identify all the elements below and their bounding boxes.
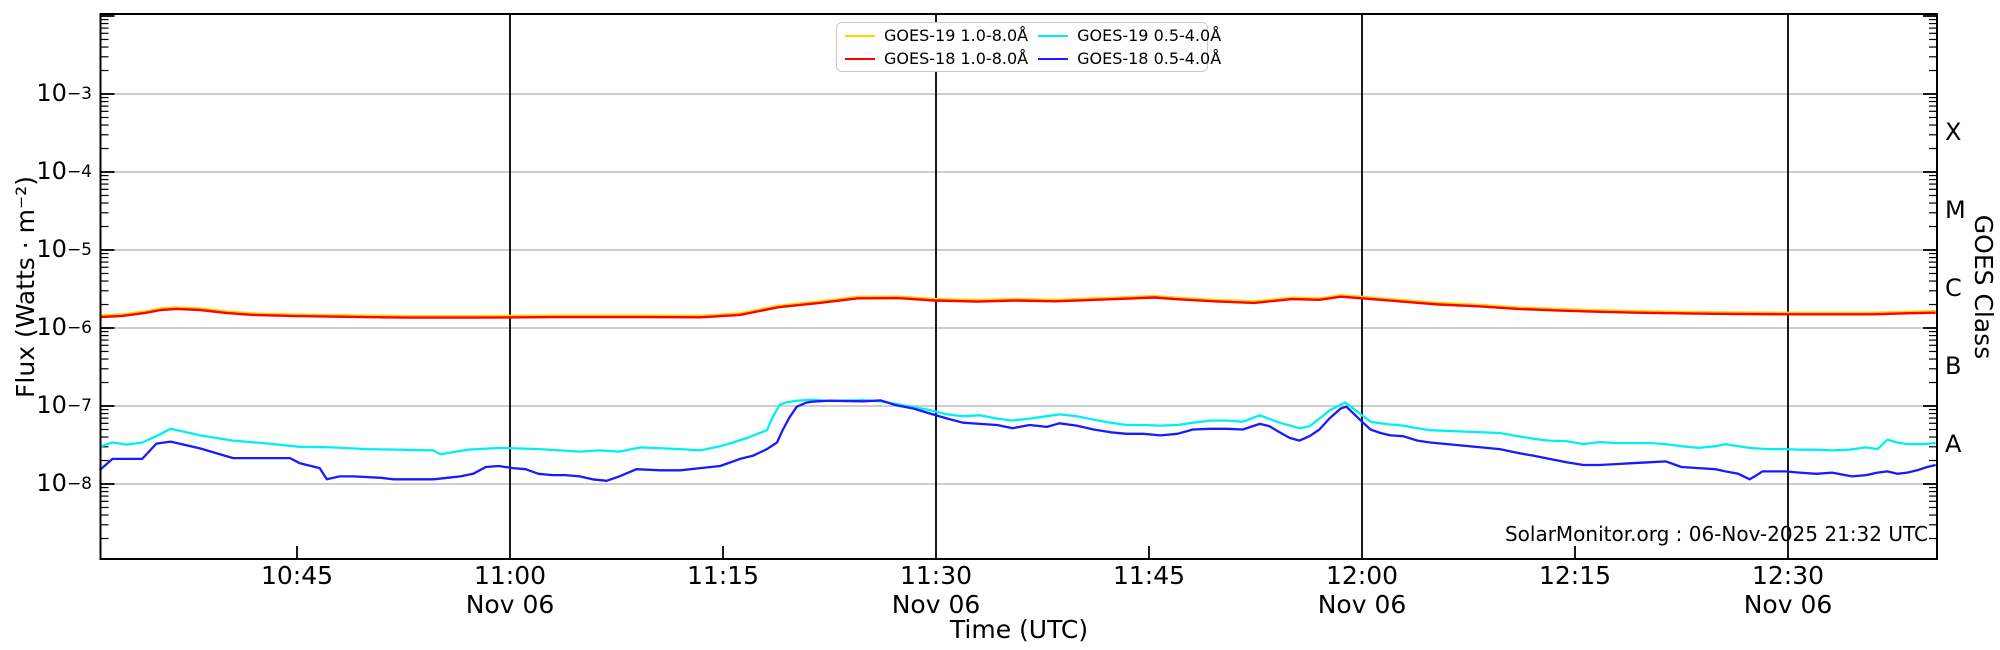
- x-tick-label: 11:00: [473, 561, 547, 590]
- goes-class-label: X: [1945, 118, 1962, 147]
- series-goes18-long: [99, 295, 1936, 319]
- goes-class-label: A: [1945, 430, 1962, 459]
- goes-class-label: C: [1945, 274, 1962, 303]
- x-tick-label: 12:00: [1325, 561, 1399, 590]
- legend-item: GOES-18 1.0-8.0Å: [845, 49, 1028, 68]
- legend-item-label: GOES-19 0.5-4.0Å: [1077, 26, 1222, 45]
- legend-item: GOES-19 1.0-8.0Å: [845, 26, 1028, 45]
- legend-line-swatch-goes18-short: [1038, 57, 1069, 60]
- x-tick-label: 11:30: [899, 561, 973, 590]
- x-tick-label: 12:30: [1751, 561, 1825, 590]
- y-tick-label: 10 −4: [36, 157, 92, 186]
- y-tick-label: 10 −5: [36, 235, 92, 264]
- series-goes18-short: [98, 399, 1936, 482]
- series-goes19-long: [99, 294, 1936, 318]
- x-tick-label: 11:15: [686, 561, 760, 590]
- credit-watermark: SolarMonitor.org : 06-Nov-2025 21:32 UTC: [1504, 522, 1928, 546]
- y-tick-label: 10 −8: [36, 469, 92, 498]
- plot-frame: [99, 13, 1938, 560]
- x-axis-title: Time (UTC): [949, 615, 1089, 644]
- legend-line-swatch-goes18-long: [845, 57, 875, 60]
- legend-line-swatch-goes19-long: [845, 34, 875, 37]
- goes-class-label: B: [1945, 352, 1962, 381]
- y-tick-label: 10 −7: [36, 391, 92, 420]
- x-tick-date-label: Nov 06: [1317, 590, 1407, 619]
- legend-item-label: GOES-18 1.0-8.0Å: [884, 49, 1029, 68]
- legend-item: GOES-18 0.5-4.0Å: [1038, 49, 1221, 68]
- x-tick-label: 10:45: [260, 561, 334, 590]
- x-tick-date-label: Nov 06: [891, 590, 981, 619]
- x-tick-label: 11:45: [1112, 561, 1186, 590]
- y-tick-label: 10 −6: [36, 313, 92, 342]
- legend-item-label: GOES-19 1.0-8.0Å: [884, 26, 1029, 45]
- goes-class-label: M: [1945, 196, 1966, 225]
- x-tick-label: 12:15: [1538, 561, 1612, 590]
- right-axis-title: GOES Class: [1969, 214, 1999, 360]
- series-goes19-short: [99, 398, 1936, 456]
- x-tick-date-label: Nov 06: [465, 590, 555, 619]
- y-axis-title: Flux (Watts · m⁻²): [10, 176, 40, 398]
- x-tick-date-label: Nov 06: [1743, 590, 1833, 619]
- legend-line-swatch-goes19-short: [1038, 34, 1069, 37]
- y-tick-label: 10 −3: [36, 79, 92, 108]
- legend: GOES-19 1.0-8.0Å GOES-18 1.0-8.0Å GOES-1…: [836, 22, 1221, 72]
- legend-item: GOES-19 0.5-4.0Å: [1038, 26, 1221, 45]
- legend-item-label: GOES-18 0.5-4.0Å: [1077, 49, 1222, 68]
